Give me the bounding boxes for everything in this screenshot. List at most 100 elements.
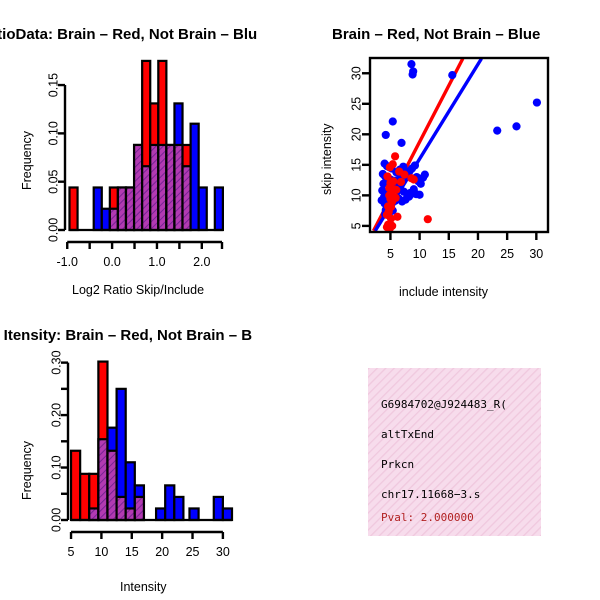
scatter-point [385, 191, 394, 200]
histogram-bar-overlap [141, 165, 152, 232]
histogram-bar [189, 122, 200, 232]
histogram-bar [212, 495, 224, 522]
y-axis-tick-label: 0.10 [46, 121, 60, 145]
scatter-point [409, 175, 418, 184]
scatter-point [397, 138, 406, 147]
annotation-line-locus: chr17.11668−3.s [381, 488, 481, 501]
scatter-point [512, 122, 521, 131]
ratio-histogram-xlabel: Log2 Ratio Skip/Include [72, 283, 205, 297]
intensity-histogram-plot: 0.00 0.10 0.20 0.30 5 10 15 20 25 30 [49, 350, 234, 559]
y-axis-tick-label: 0.20 [49, 403, 63, 427]
histogram-bar [213, 186, 224, 232]
y-axis-tick-label: 0.10 [49, 455, 63, 479]
intensity-histogram-title: ne Itensity: Brain – Red, Not Brain – B [0, 327, 253, 344]
panel-intensity-scatter: Brain – Red, Not Brain – Blue skip inten… [300, 0, 600, 310]
x-axis-tick-label: 20 [471, 247, 485, 261]
x-axis-tick-label: 1.0 [148, 255, 165, 269]
plot-frame [368, 56, 550, 234]
x-axis-tick-label: 0.0 [103, 255, 120, 269]
histogram-bar [154, 507, 167, 522]
panel-ratio-histogram: RatioData: Brain – Red, Not Brain – Blu … [0, 0, 300, 310]
x-axis-tick-label: 30 [529, 247, 543, 261]
scatter-point [386, 179, 395, 188]
histogram-bar [164, 484, 176, 522]
x-axis-tick-label: 20 [155, 545, 169, 559]
scatter-title: Brain – Red, Not Brain – Blue [332, 26, 541, 43]
annotation-line-pval: Pval: 2.000000 [381, 511, 474, 524]
scatter-point [396, 177, 406, 187]
ratio-histogram-plot: 0.00 0.05 0.10 0.15 -1.0 0.0 1.0 2.0 [46, 59, 224, 269]
scatter-point [410, 161, 420, 170]
scatter-point [382, 210, 392, 220]
histogram-bar [68, 186, 79, 232]
ratio-histogram-title: RatioData: Brain – Red, Not Brain – Blu [0, 26, 258, 43]
panel-intensity-histogram: ne Itensity: Brain – Red, Not Brain – B … [0, 310, 300, 600]
y-axis-tick-label: 10 [349, 188, 363, 202]
histogram-bar-overlap [165, 143, 176, 232]
x-axis-tick-label: 25 [186, 545, 200, 559]
histogram-bar-overlap [133, 495, 146, 522]
scatter-point [383, 172, 392, 181]
x-axis-tick-label: 5 [387, 247, 394, 261]
scatter-point [493, 126, 502, 135]
histogram-bar-overlap [124, 186, 136, 232]
histogram-bar [197, 186, 208, 232]
y-axis-tick-label: 0.00 [49, 508, 63, 532]
scatter-point [407, 60, 416, 69]
histogram-bar [79, 472, 91, 522]
x-axis-tick-label: 10 [413, 247, 427, 261]
scatter-point [423, 215, 432, 224]
scatter-point [381, 130, 390, 140]
x-axis-tick-label: 15 [125, 545, 139, 559]
histogram-bar [92, 186, 103, 232]
y-axis-tick-label: 30 [349, 66, 363, 80]
scatter-point [532, 98, 542, 107]
x-axis-tick-label: 5 [68, 545, 75, 559]
x-axis-tick-label: 30 [216, 545, 230, 559]
annotation-line-event: altTxEnd [381, 428, 434, 441]
x-axis-tick-label: 2.0 [193, 255, 210, 269]
scatter-point [408, 70, 417, 79]
histogram-bar [221, 507, 234, 522]
scatter-plot-area: 5 10 15 20 25 30 5 10 15 20 25 30 [349, 56, 550, 261]
annotation-line-gene: Prkcn [381, 458, 415, 471]
histogram-bar-overlap [173, 143, 184, 232]
histogram-bar-overlap [106, 449, 118, 522]
scatter-xlabel: include intensity [399, 285, 488, 299]
histogram-bar [173, 495, 185, 522]
scatter-point [393, 212, 402, 221]
histogram-bar-overlap [124, 507, 136, 522]
y-axis-tick-label: 20 [349, 127, 363, 141]
histogram-bar [100, 207, 111, 232]
histogram-bar-overlap [181, 165, 192, 232]
scatter-point [448, 70, 457, 80]
histogram-bar-overlap [115, 495, 127, 522]
scatter-point [388, 221, 397, 230]
scatter-content [371, 58, 542, 232]
scatter-point [378, 186, 387, 195]
y-axis-tick-label: 0.05 [46, 169, 60, 193]
scatter-point [400, 170, 409, 179]
histogram-bar-overlap [97, 438, 109, 522]
scatter-point [389, 185, 399, 194]
scatter-point [388, 160, 397, 169]
x-axis-tick-label: 15 [442, 247, 456, 261]
histogram-bar-overlap [88, 507, 100, 522]
scatter-point [391, 193, 400, 202]
histogram-bar-overlap [132, 143, 144, 232]
histogram-bar-overlap [108, 207, 120, 232]
histogram-bar-overlap [116, 186, 128, 232]
histogram-bar-overlap [149, 143, 160, 232]
scatter-point [420, 170, 429, 179]
x-axis-tick-label: 25 [500, 247, 514, 261]
x-axis-tick-label: -1.0 [56, 255, 78, 269]
scatter-point [388, 117, 397, 126]
intensity-histogram-xlabel: Intensity [120, 580, 167, 594]
scatter-point [386, 202, 396, 212]
x-axis-tick-label: 10 [94, 545, 108, 559]
histogram-bar [188, 507, 200, 522]
histogram-bar [69, 449, 82, 522]
scatter-point [415, 190, 424, 199]
annotation-line-id: G6984702@J924483_R( [381, 398, 507, 411]
panel-annotation: G6984702@J924483_R( altTxEnd Prkcn chr17… [300, 310, 600, 600]
